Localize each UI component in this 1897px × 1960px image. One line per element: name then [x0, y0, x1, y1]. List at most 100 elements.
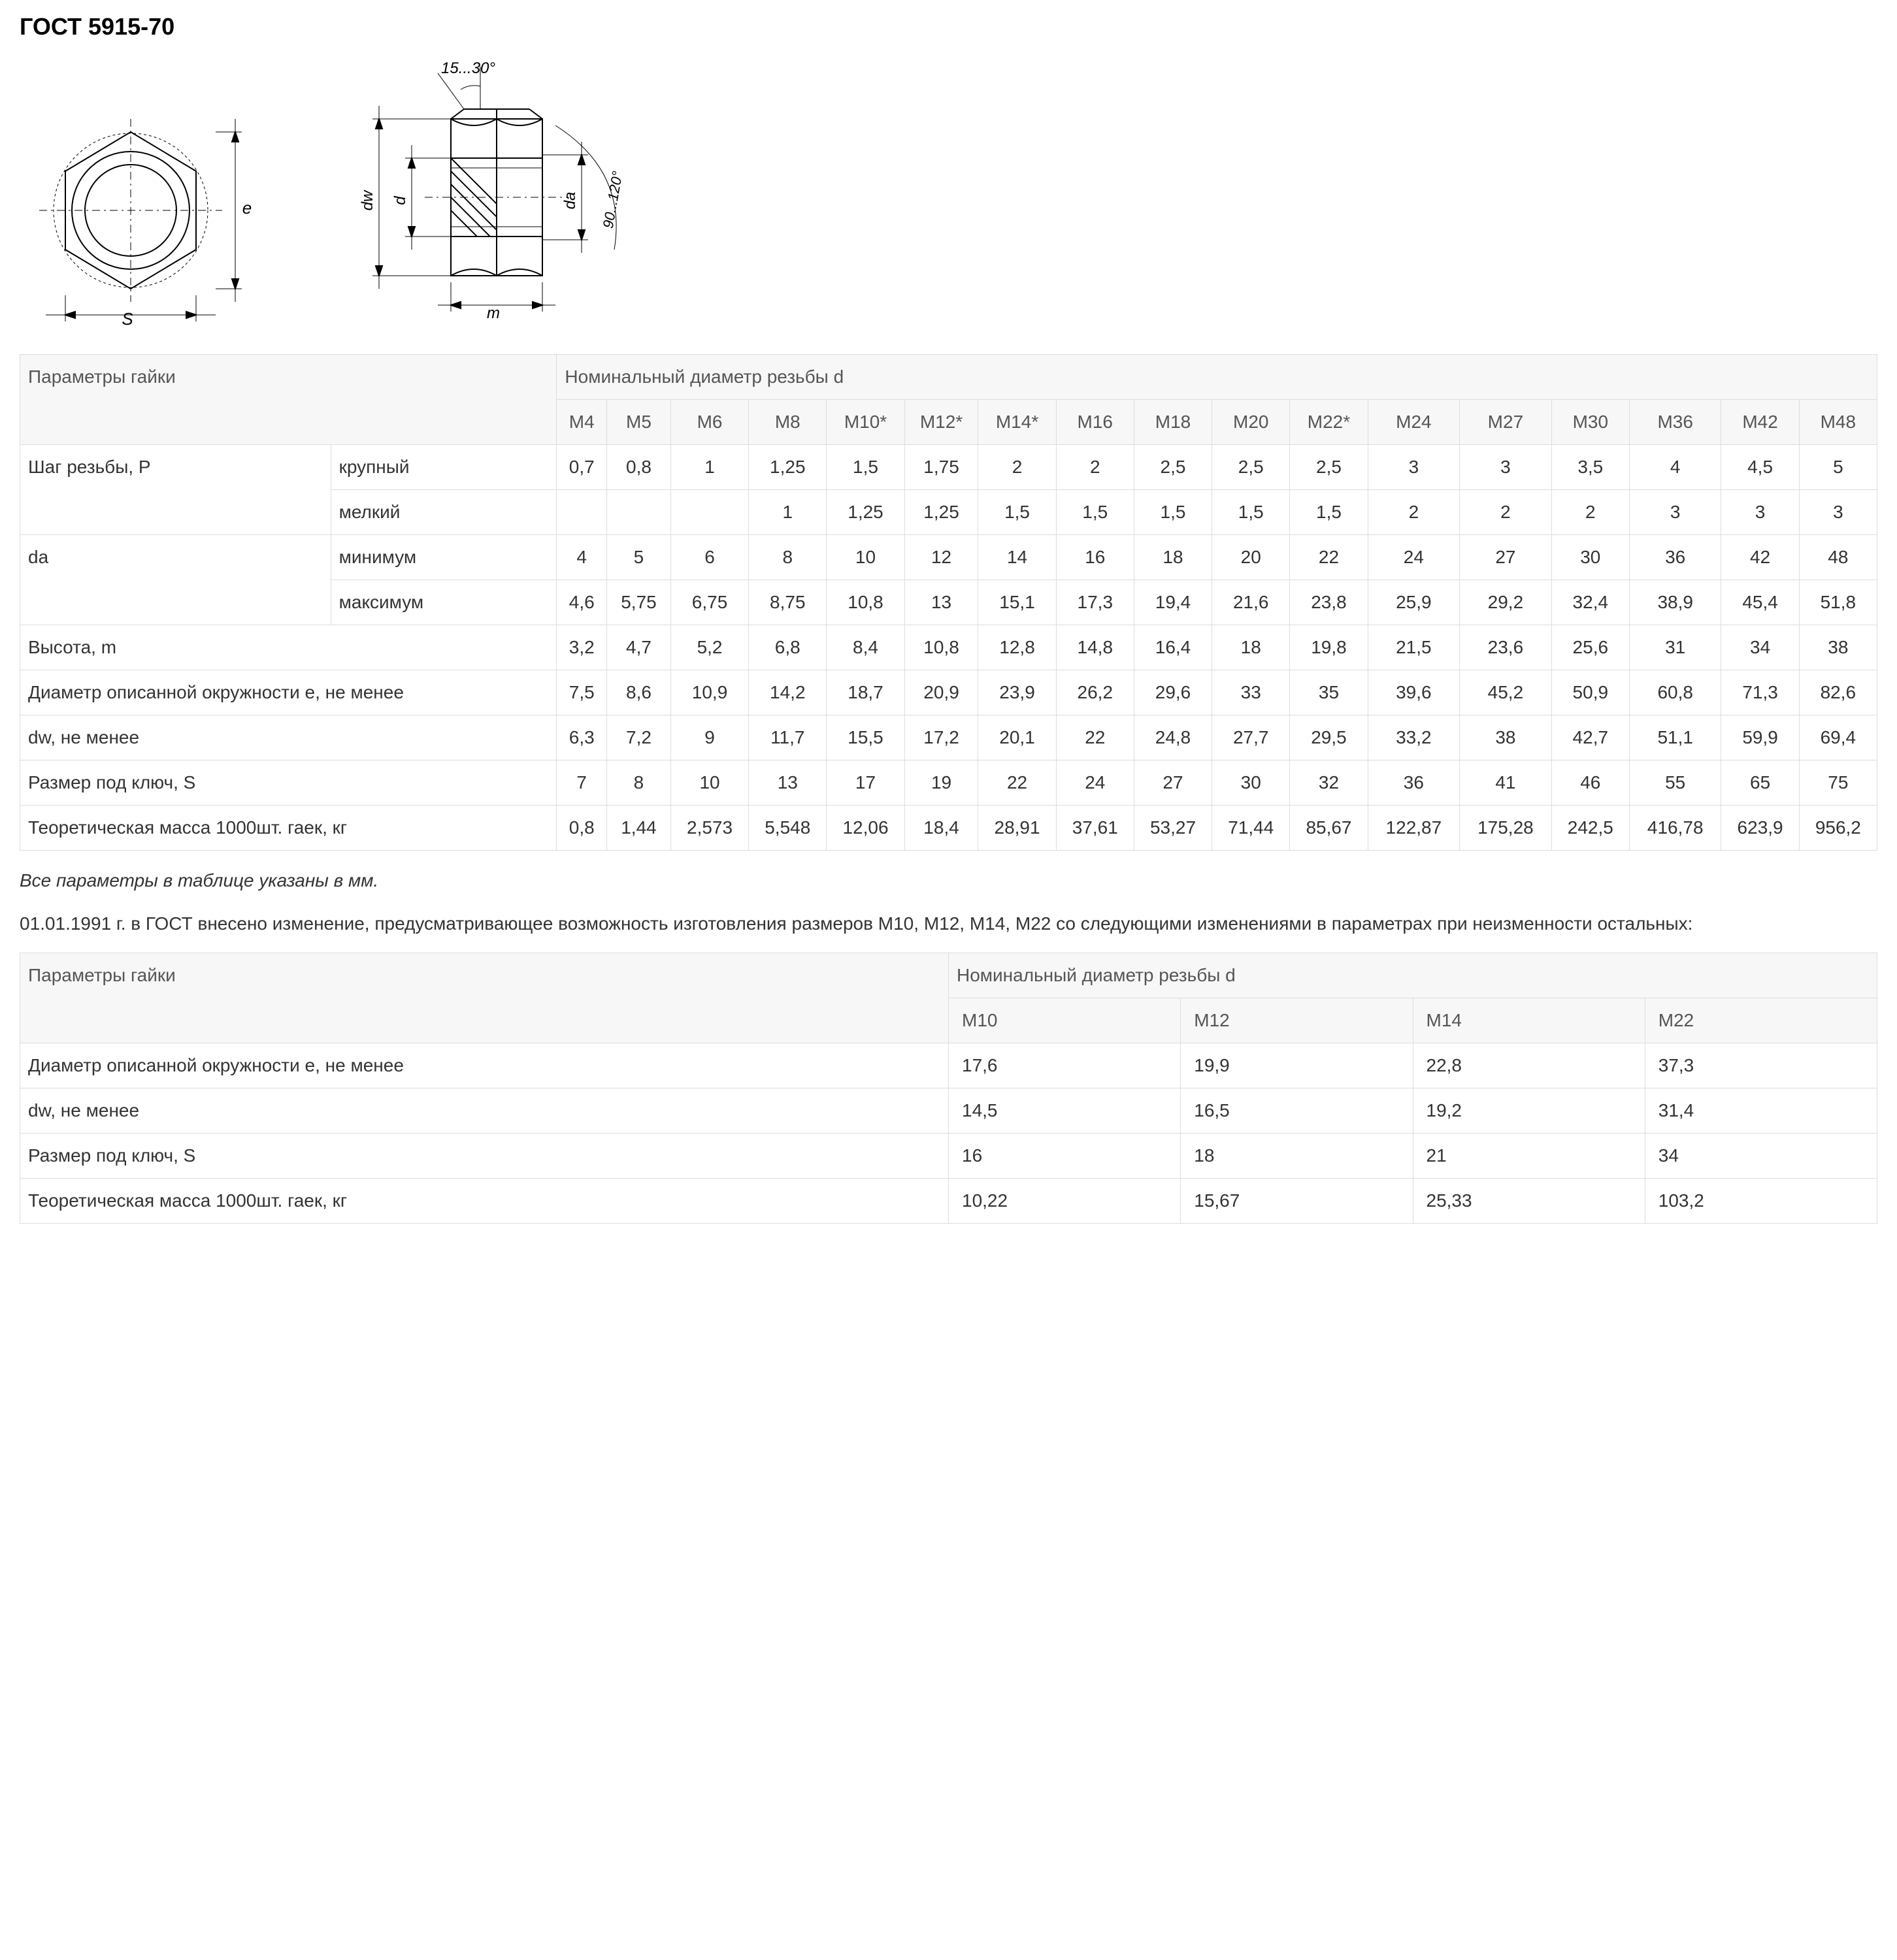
- data-cell: 27: [1460, 535, 1552, 580]
- data-cell: 3: [1368, 445, 1460, 490]
- hex-nut-front-view: S e: [20, 80, 255, 328]
- data-cell: 10: [827, 535, 904, 580]
- data-cell: 85,67: [1290, 806, 1368, 851]
- data-cell: 15,5: [827, 715, 904, 760]
- data-cell: 7,2: [607, 715, 671, 760]
- data-cell: 82,6: [1799, 670, 1877, 715]
- data-cell: 42: [1721, 535, 1799, 580]
- header-params: Параметры гайки: [20, 355, 557, 445]
- data-cell: 45,2: [1460, 670, 1552, 715]
- size-header: M12*: [904, 400, 978, 445]
- main-parameters-table: Параметры гайкиНоминальный диаметр резьб…: [20, 354, 1877, 851]
- row-label: da: [20, 535, 331, 625]
- label-dw: dw: [359, 189, 376, 210]
- data-cell: 122,87: [1368, 806, 1460, 851]
- data-cell: 18: [1212, 625, 1290, 670]
- data-cell: [670, 490, 748, 535]
- data-cell: 8,75: [749, 580, 827, 625]
- data-cell: 416,78: [1629, 806, 1721, 851]
- data-cell: 1: [670, 445, 748, 490]
- data-cell: 24: [1056, 760, 1134, 806]
- data-cell: 18: [1134, 535, 1212, 580]
- data-cell: 6,8: [749, 625, 827, 670]
- size-header: M4: [557, 400, 607, 445]
- data-cell: 2: [978, 445, 1056, 490]
- data-cell: 13: [749, 760, 827, 806]
- row-label: Теоретическая масса 1000шт. гаек, кг: [20, 1179, 949, 1224]
- data-cell: 29,2: [1460, 580, 1552, 625]
- data-cell: 5,75: [607, 580, 671, 625]
- data-cell: 4,6: [557, 580, 607, 625]
- data-cell: 956,2: [1799, 806, 1877, 851]
- data-cell: 3: [1799, 490, 1877, 535]
- amendment-parameters-table: Параметры гайкиНоминальный диаметр резьб…: [20, 953, 1877, 1224]
- header-nominal: Номинальный диаметр резьбы d: [949, 953, 1877, 998]
- data-cell: 1,5: [1134, 490, 1212, 535]
- size-header: M36: [1629, 400, 1721, 445]
- data-cell: 14: [978, 535, 1056, 580]
- data-cell: 75: [1799, 760, 1877, 806]
- table-row: Шаг резьбы, Pкрупный0,70,811,251,51,7522…: [20, 445, 1877, 490]
- data-cell: 37,61: [1056, 806, 1134, 851]
- label-m: m: [487, 304, 500, 322]
- header-nominal: Номинальный диаметр резьбы d: [557, 355, 1877, 400]
- data-cell: 15,1: [978, 580, 1056, 625]
- data-cell: 19,2: [1413, 1088, 1645, 1134]
- data-cell: 10,9: [670, 670, 748, 715]
- row-label: Теоретическая масса 1000шт. гаек, кг: [20, 806, 557, 851]
- data-cell: 8: [749, 535, 827, 580]
- row-sublabel: мелкий: [331, 490, 557, 535]
- data-cell: 46: [1551, 760, 1629, 806]
- data-cell: 32: [1290, 760, 1368, 806]
- data-cell: 14,5: [949, 1088, 1181, 1134]
- label-angle-top: 15...30°: [441, 59, 495, 77]
- data-cell: 3,2: [557, 625, 607, 670]
- data-cell: 30: [1551, 535, 1629, 580]
- size-header: M12: [1181, 998, 1413, 1043]
- size-header: M30: [1551, 400, 1629, 445]
- data-cell: 17,3: [1056, 580, 1134, 625]
- data-cell: 6,3: [557, 715, 607, 760]
- label-e: e: [242, 198, 252, 218]
- data-cell: 71,44: [1212, 806, 1290, 851]
- data-cell: 38,9: [1629, 580, 1721, 625]
- data-cell: 30: [1212, 760, 1290, 806]
- data-cell: 175,28: [1460, 806, 1552, 851]
- data-cell: 3: [1721, 490, 1799, 535]
- data-cell: 2: [1460, 490, 1552, 535]
- data-cell: 5,548: [749, 806, 827, 851]
- data-cell: 65: [1721, 760, 1799, 806]
- data-cell: 19,9: [1181, 1043, 1413, 1088]
- data-cell: 21,6: [1212, 580, 1290, 625]
- data-cell: 22: [1290, 535, 1368, 580]
- size-header: M14: [1413, 998, 1645, 1043]
- data-cell: 6: [670, 535, 748, 580]
- data-cell: 1,5: [1056, 490, 1134, 535]
- data-cell: 27,7: [1212, 715, 1290, 760]
- data-cell: 23,6: [1460, 625, 1552, 670]
- data-cell: [607, 490, 671, 535]
- data-cell: 48: [1799, 535, 1877, 580]
- data-cell: 2: [1551, 490, 1629, 535]
- row-label: Размер под ключ, S: [20, 1134, 949, 1179]
- note-units: Все параметры в таблице указаны в мм.: [20, 870, 1877, 891]
- data-cell: 0,7: [557, 445, 607, 490]
- data-cell: 29,5: [1290, 715, 1368, 760]
- size-header: M10*: [827, 400, 904, 445]
- label-angle-side: 90...120°: [600, 170, 626, 230]
- row-label: Высота, m: [20, 625, 557, 670]
- data-cell: 25,6: [1551, 625, 1629, 670]
- data-cell: [557, 490, 607, 535]
- data-cell: 25,9: [1368, 580, 1460, 625]
- data-cell: 19,4: [1134, 580, 1212, 625]
- size-header: M8: [749, 400, 827, 445]
- data-cell: 8,4: [827, 625, 904, 670]
- data-cell: 12,8: [978, 625, 1056, 670]
- data-cell: 18,7: [827, 670, 904, 715]
- size-header: M27: [1460, 400, 1552, 445]
- data-cell: 12,06: [827, 806, 904, 851]
- data-cell: 2,573: [670, 806, 748, 851]
- size-header: M5: [607, 400, 671, 445]
- table-row: Высота, m3,24,75,26,88,410,812,814,816,4…: [20, 625, 1877, 670]
- data-cell: 10,22: [949, 1179, 1181, 1224]
